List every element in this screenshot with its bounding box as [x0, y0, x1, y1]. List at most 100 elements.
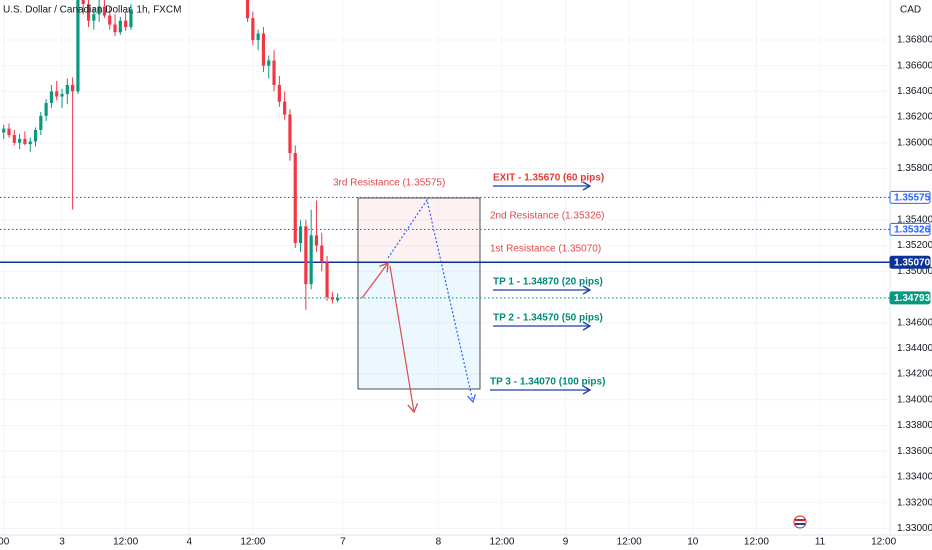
candle-body [272, 60, 276, 85]
y-tick-label: 1.33800 [897, 420, 932, 431]
x-tick-label: 7 [340, 537, 346, 548]
candle-body [267, 60, 271, 66]
candle-body [129, 9, 133, 28]
y-tick-label: 1.33200 [897, 497, 932, 508]
y-tick-label: 1.33000 [897, 523, 932, 534]
x-tick-label: 12:00 [113, 537, 138, 548]
x-tick-label: 12:00 [240, 537, 265, 548]
candle-body [2, 128, 6, 133]
candle-body [71, 84, 75, 92]
annotation: EXIT - 1.35670 (60 pips) [493, 173, 604, 184]
x-tick-label: 4 [186, 537, 192, 548]
x-tick-label: 00 [0, 537, 10, 548]
y-tick-label: 1.36400 [897, 86, 932, 97]
candle-body [65, 84, 69, 94]
candle-body [76, 0, 80, 92]
y-tick-label: 1.35400 [897, 215, 932, 226]
red-arrow-up [361, 262, 389, 299]
candle-body [49, 91, 54, 103]
candle-body [92, 14, 96, 21]
levels [0, 196, 890, 299]
candle-body [256, 33, 260, 40]
annotation: TP 3 - 1.34070 (100 pips) [490, 377, 605, 388]
projection-path [387, 198, 476, 404]
x-tick-label: 8 [436, 537, 442, 548]
candle-body [97, 6, 101, 15]
y-tick-label: 1.35200 [897, 240, 932, 251]
annotation: 2nd Resistance (1.35326) [490, 211, 605, 222]
event-flag [793, 515, 807, 529]
y-tick-label: 1.34600 [897, 317, 932, 328]
candle-body [320, 245, 324, 263]
annotation: 1st Resistance (1.35070) [490, 244, 601, 255]
candle-body [277, 84, 281, 102]
x-tick-label: 12:00 [744, 537, 769, 548]
chart-title: U.S. Dollar / Canadian Dollar, 1h, FXCM [3, 5, 181, 16]
y-tick-label: 1.36600 [897, 60, 932, 71]
x-tick-label: 12:00 [871, 537, 896, 548]
candles [2, 0, 340, 310]
candle-body [304, 226, 308, 285]
candle-body [261, 33, 266, 66]
level-price-box [889, 291, 931, 305]
y-tick-label: 1.34000 [897, 394, 932, 405]
level-price-label: 1.35070 [894, 257, 931, 268]
candle-body [330, 296, 334, 300]
candle-body [245, 0, 250, 19]
candle-body [33, 129, 38, 142]
candle-body [113, 24, 117, 33]
candle-body [314, 235, 319, 246]
x-tick-label: 9 [563, 537, 569, 548]
x-tick-label: 12:00 [489, 537, 514, 548]
level-price-box [889, 255, 931, 269]
level-price-box [889, 190, 931, 204]
position-box [357, 197, 481, 390]
y-tick-label: 1.36800 [897, 35, 932, 46]
candle-body [118, 20, 122, 33]
candle-body [298, 226, 303, 244]
candle-body [108, 15, 112, 25]
annotation: TP 1 - 1.34870 (20 pips) [493, 277, 603, 288]
y-tick-label: 1.34200 [897, 369, 932, 380]
x-tick-label: 12:00 [617, 537, 642, 548]
y-tick-label: 1.35800 [897, 163, 932, 174]
red-arrow-down [389, 265, 419, 414]
candle-body [336, 297, 340, 301]
level-price-label: 1.34793 [894, 293, 931, 304]
risk-zone [358, 198, 480, 262]
y-tick-label: 1.34400 [897, 343, 932, 354]
currency: CAD [900, 5, 921, 16]
candle-body [28, 141, 32, 145]
candle-body [39, 115, 43, 130]
candle-body [86, 3, 91, 21]
candle-body [288, 114, 292, 154]
candle-body [7, 128, 11, 136]
grid [0, 0, 890, 535]
candle-body [18, 138, 22, 143]
x-tick-label: 10 [687, 537, 699, 548]
y-tick-label: 1.33600 [897, 446, 932, 457]
level-price-label: 1.35326 [894, 225, 931, 236]
level-price-label: 1.35575 [894, 193, 931, 204]
candle-body [23, 138, 27, 145]
candle-body [102, 6, 107, 16]
candle-body [60, 93, 64, 97]
annotation: TP 2 - 1.34570 (50 pips) [493, 313, 603, 324]
level-price-box [889, 222, 931, 236]
y-tick-label: 1.35000 [897, 266, 932, 277]
candle-body [55, 91, 59, 97]
candle-body [309, 235, 313, 285]
candle-body [44, 102, 48, 116]
x-tick-label: 3 [59, 537, 65, 548]
y-tick-label: 1.33400 [897, 472, 932, 483]
y-tick-label: 1.36000 [897, 137, 932, 148]
x-tick-label: 11 [815, 537, 826, 548]
candle-body [81, 0, 85, 4]
candle-body [124, 20, 128, 28]
candle-body [12, 135, 16, 143]
candle-body [283, 101, 287, 115]
y-tick-label: 1.36200 [897, 112, 932, 123]
candle-body [325, 262, 329, 297]
